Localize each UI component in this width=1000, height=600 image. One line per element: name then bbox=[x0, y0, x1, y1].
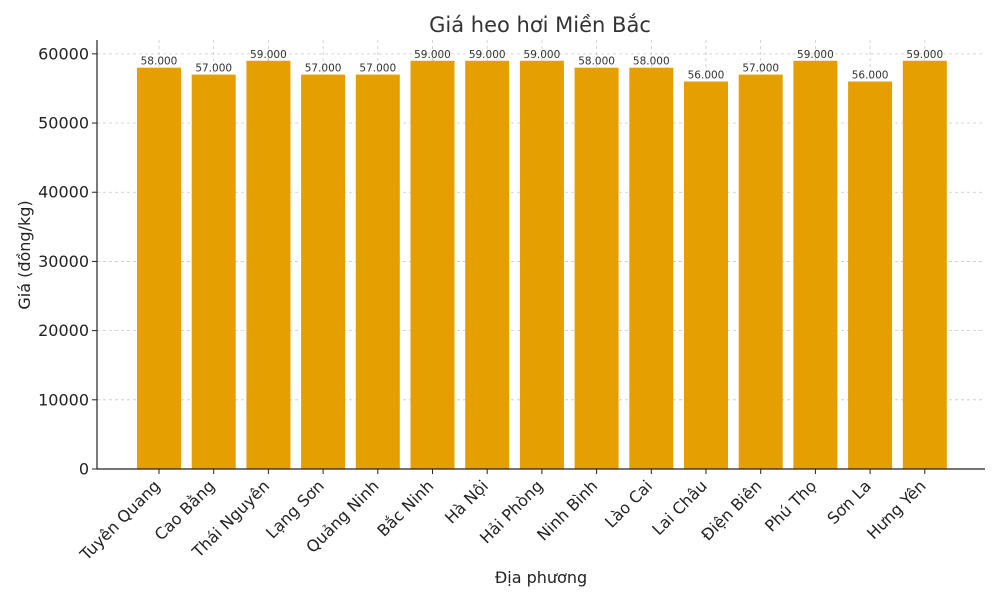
bar-data-label: 56.000 bbox=[852, 70, 889, 82]
axes bbox=[92, 40, 985, 474]
x-tick-label: Điện Biên bbox=[697, 476, 765, 544]
x-tick-label: Hưng Yên bbox=[863, 476, 930, 543]
chart-title: Giá heo hơi Miền Bắc bbox=[429, 13, 651, 37]
bar bbox=[410, 60, 455, 470]
x-tick-label: Hà Nội bbox=[441, 476, 492, 527]
bar bbox=[629, 67, 674, 469]
bar bbox=[519, 60, 564, 470]
bar bbox=[191, 74, 236, 469]
bar-data-label: 57.000 bbox=[742, 63, 779, 75]
bar bbox=[738, 74, 783, 469]
y-tick-label: 50000 bbox=[38, 114, 89, 133]
y-tick-label: 40000 bbox=[38, 183, 89, 202]
y-tick-label: 60000 bbox=[38, 44, 89, 63]
y-axis-label: Giá (đồng/kg) bbox=[15, 200, 34, 309]
bar bbox=[902, 60, 947, 470]
bar bbox=[793, 60, 838, 470]
y-tick-label: 30000 bbox=[38, 252, 89, 271]
bar-data-label: 58.000 bbox=[141, 56, 178, 68]
x-tick-label: Bắc Ninh bbox=[373, 476, 437, 540]
bar-data-label: 59.000 bbox=[414, 49, 451, 61]
x-tick-label: Phú Thọ bbox=[761, 476, 820, 535]
bar-data-label: 57.000 bbox=[359, 63, 396, 75]
bar-data-label: 57.000 bbox=[305, 63, 342, 75]
bar bbox=[465, 60, 510, 470]
bar bbox=[137, 67, 181, 469]
x-tick-label: Sơn La bbox=[823, 476, 875, 528]
bar-data-label: 56.000 bbox=[688, 70, 725, 82]
bar-data-label: 59.000 bbox=[250, 49, 287, 61]
bar-data-label: 59.000 bbox=[524, 49, 561, 61]
bar-data-label: 59.000 bbox=[906, 49, 943, 61]
x-tick-label: Tuyên Quang bbox=[76, 476, 164, 564]
bar-data-label: 58.000 bbox=[633, 56, 670, 68]
bar-data-label: 59.000 bbox=[797, 49, 834, 61]
bar bbox=[684, 81, 728, 470]
bar bbox=[848, 81, 893, 470]
bars bbox=[137, 60, 947, 470]
bar-data-label: 58.000 bbox=[578, 56, 615, 68]
bar-data-label: 57.000 bbox=[195, 63, 232, 75]
x-tick-label: Lào Cai bbox=[601, 476, 656, 531]
y-tick-label: 0 bbox=[79, 460, 89, 479]
y-tick-label: 20000 bbox=[38, 321, 89, 340]
y-tick-label: 10000 bbox=[38, 390, 89, 409]
bar bbox=[301, 74, 346, 469]
x-axis-label: Địa phương bbox=[495, 568, 587, 587]
bar-data-label: 59.000 bbox=[469, 49, 506, 61]
bar bbox=[355, 74, 400, 469]
bar bbox=[574, 67, 619, 469]
bar bbox=[246, 60, 291, 470]
